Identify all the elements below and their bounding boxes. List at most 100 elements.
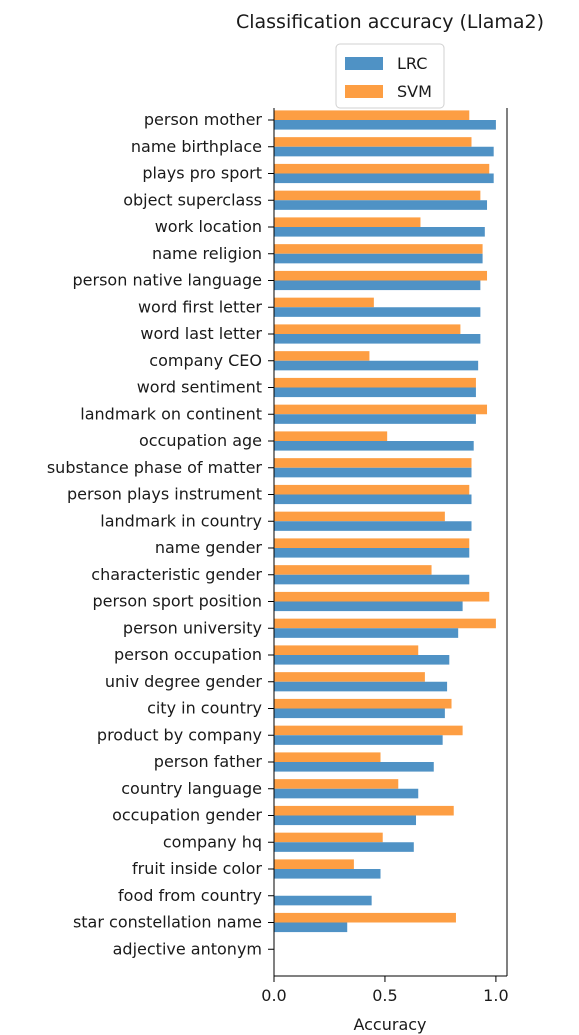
bar-svm-occupation-gender [274,805,454,816]
bar-svm-country-language [274,779,399,789]
category-label-univ-degree-gender: univ degree gender [105,672,263,691]
category-label-person-father: person father [154,752,263,771]
category-label-person-mother: person mother [144,110,263,129]
bar-lrc-person-occupation [274,655,450,665]
bar-svm-name-religion [274,244,483,254]
bar-svm-name-gender [274,538,470,548]
bar-lrc-product-by-company [274,735,443,745]
bar-lrc-person-university [274,628,459,638]
x-tick-label: 1.0 [483,986,508,1005]
bar-lrc-landmark-on-continent [274,414,476,424]
bar-lrc-name-religion [274,253,483,264]
bar-lrc-plays-pro-sport [274,173,494,184]
category-label-adjective-antonym: adjective antonym [113,939,262,958]
bar-svm-person-plays-instrument [274,484,470,495]
category-label-word-sentiment: word sentiment [137,378,262,397]
bar-lrc-name-birthplace [274,146,494,157]
category-label-person-occupation: person occupation [114,645,262,664]
bar-lrc-food-from-country [274,895,372,906]
category-label-occupation-age: occupation age [139,431,262,450]
bar-lrc-occupation-age [274,441,474,451]
legend-swatch-svm [345,85,383,98]
x-axis-label: Accuracy [353,1015,426,1034]
category-label-person-sport-position: person sport position [92,592,262,611]
bar-svm-person-occupation [274,645,419,655]
bar-lrc-occupation-gender [274,815,417,826]
bar-svm-star-constellation-name [274,912,456,923]
bar-lrc-word-last-letter [274,334,481,344]
bar-svm-word-last-letter [274,324,461,334]
category-label-person-university: person university [123,618,262,637]
bar-svm-person-sport-position [274,591,490,602]
category-label-product-by-company: product by company [97,725,262,744]
bar-svm-person-university [274,618,496,629]
bar-svm-object-superclass [274,190,481,201]
bar-lrc-work-location [274,227,485,237]
category-label-landmark-on-continent: landmark on continent [80,404,262,423]
category-label-country-language: country language [121,779,262,798]
bar-svm-work-location [274,217,421,227]
category-label-company-hq: company hq [163,832,262,851]
bar-svm-fruit-inside-color [274,859,354,869]
category-labels: person mother name birthplace plays pro sp… [47,110,274,958]
bar-lrc-name-gender [274,548,470,558]
category-label-person-native-language: person native language [73,271,262,290]
bar-svm-name-birthplace [274,137,472,147]
bar-svm-person-mother [274,110,470,120]
bar-svm-characteristic-gender [274,565,432,575]
category-label-landmark-in-country: landmark in country [100,511,262,530]
bar-lrc-person-mother [274,120,496,130]
category-label-plays-pro-sport: plays pro sport [142,164,262,183]
bar-lrc-object-superclass [274,200,488,210]
bar-lrc-person-native-language [274,280,481,291]
bar-lrc-substance-phase-of-matter [274,467,472,478]
category-label-name-gender: name gender [155,538,263,557]
category-label-characteristic-gender: characteristic gender [91,565,262,584]
bar-lrc-person-sport-position [274,601,463,612]
category-label-word-first-letter: word first letter [138,297,262,316]
bar-svm-occupation-age [274,431,388,441]
category-label-star-constellation-name: star constellation name [73,913,262,932]
bar-lrc-city-in-country [274,708,445,719]
bar-svm-company-ceo [274,351,370,361]
bar-svm-person-native-language [274,270,488,281]
category-label-word-last-letter: word last letter [140,324,262,343]
bar-lrc-star-constellation-name [274,922,348,933]
category-label-work-location: work location [155,217,262,236]
bar-lrc-person-plays-instrument [274,494,472,505]
category-label-substance-phase-of-matter: substance phase of matter [47,458,263,477]
bar-svm-landmark-on-continent [274,404,488,415]
bar-svm-person-father [274,752,381,762]
category-label-fruit-inside-color: fruit inside color [132,859,262,878]
legend-label-lrc: LRC [397,54,427,73]
x-tick-label: 0.5 [372,986,397,1005]
chart-title: Classification accuracy (Llama2) [236,11,544,33]
legend: LRC SVM [335,43,445,109]
bar-lrc-company-ceo [274,360,479,371]
legend-label-svm: SVM [397,82,432,101]
category-label-occupation-gender: occupation gender [112,806,262,825]
category-label-company-ceo: company CEO [149,351,262,370]
category-label-person-plays-instrument: person plays instrument [67,485,262,504]
bar-lrc-univ-degree-gender [274,681,448,692]
bar-lrc-country-language [274,788,419,799]
bar-svm-product-by-company [274,725,463,736]
x-axis-ticks: 0.0 0.5 1.0 [261,976,509,1005]
bar-lrc-word-first-letter [274,307,481,317]
bar-svm-word-first-letter [274,297,374,308]
bar-svm-plays-pro-sport [274,163,490,174]
legend-swatch-lrc [345,57,383,70]
bar-lrc-person-father [274,762,434,772]
bars-group [274,110,496,933]
category-label-city-in-country: city in country [147,699,262,718]
bar-svm-word-sentiment [274,377,476,388]
x-tick-label: 0.0 [261,986,286,1005]
bar-svm-landmark-in-country [274,511,445,522]
category-label-object-superclass: object superclass [123,190,262,209]
bar-lrc-company-hq [274,842,414,852]
category-label-food-from-country: food from country [118,886,262,905]
bar-svm-univ-degree-gender [274,672,425,682]
bar-lrc-word-sentiment [274,387,476,398]
category-label-name-birthplace: name birthplace [131,137,262,156]
